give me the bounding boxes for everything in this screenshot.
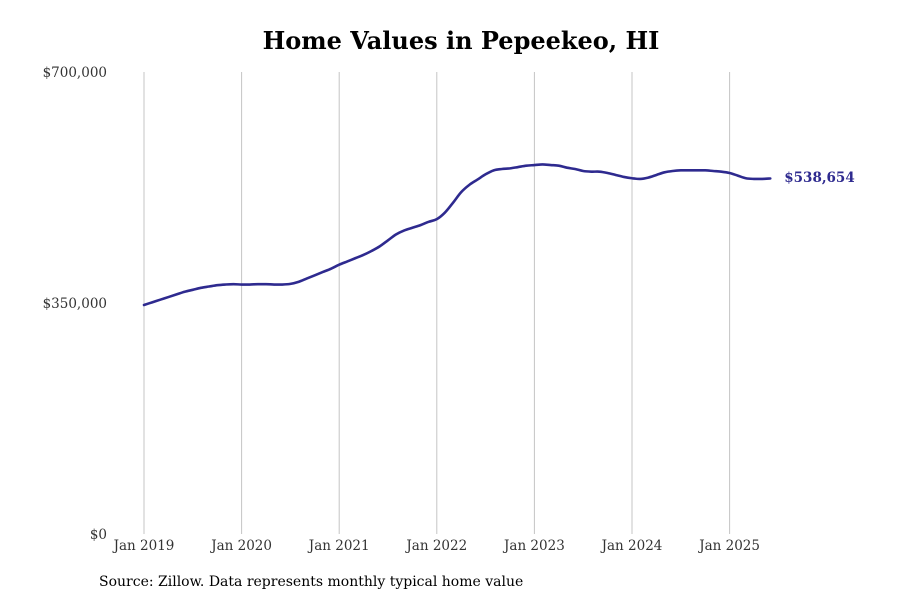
series-line-0 bbox=[142, 163, 772, 307]
grid-lines bbox=[143, 72, 731, 534]
y-tick-label-0: $0 bbox=[90, 527, 107, 543]
source-note: Source: Zillow. Data represents monthly … bbox=[99, 574, 524, 590]
x-axis: Jan 2019 Jan 2020 Jan 2021 Jan 2022 Jan 2023… bbox=[112, 538, 760, 554]
x-tick-label-4: Jan 2023 bbox=[502, 538, 565, 554]
x-tick-label-5: Jan 2024 bbox=[600, 538, 663, 554]
x-tick-label-2: Jan 2021 bbox=[307, 538, 370, 554]
y-tick-label-2: $700,000 bbox=[43, 65, 107, 81]
y-axis: $0 $350,000 $700,000 bbox=[43, 65, 107, 543]
series-lines bbox=[142, 163, 772, 307]
end-value-label: $538,654 bbox=[784, 170, 854, 186]
y-tick-label-1: $350,000 bbox=[43, 296, 107, 312]
data-labels: $538,654 bbox=[784, 170, 854, 186]
x-tick-label-1: Jan 2020 bbox=[209, 538, 272, 554]
chart-title: Home Values in Pepeekeo, HI bbox=[262, 26, 660, 55]
x-tick-label-0: Jan 2019 bbox=[112, 538, 175, 554]
x-tick-label-3: Jan 2022 bbox=[404, 538, 467, 554]
x-tick-label-6: Jan 2025 bbox=[697, 538, 760, 554]
